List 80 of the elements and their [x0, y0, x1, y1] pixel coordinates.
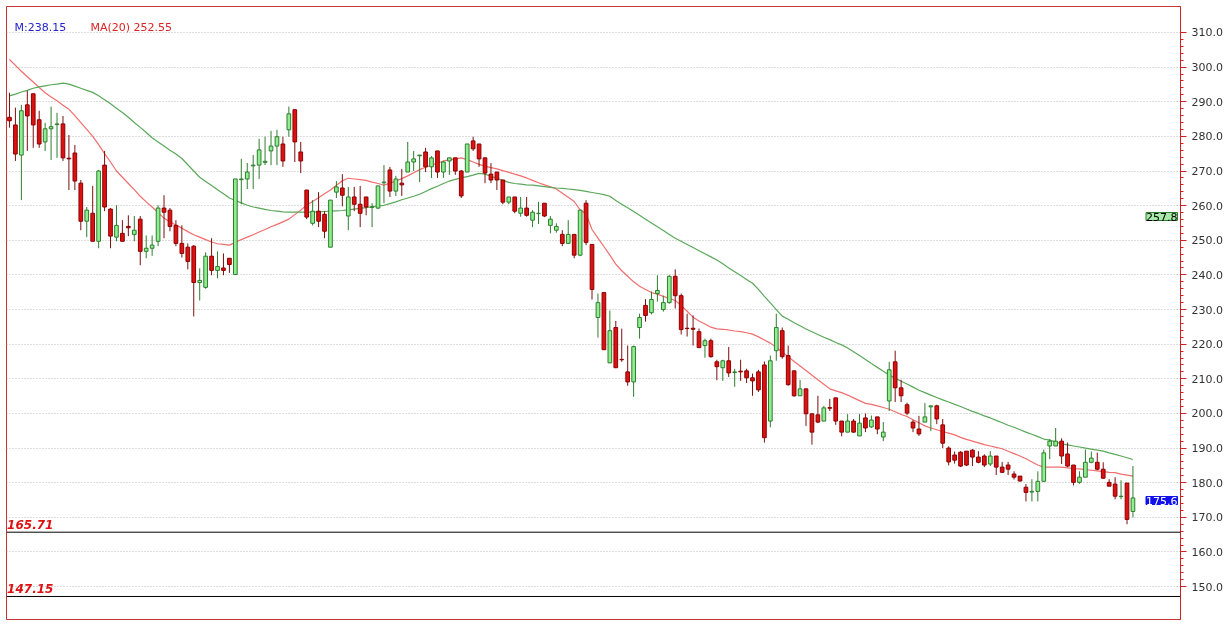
candlestick [215, 250, 220, 279]
candlestick [916, 415, 922, 437]
candlestick [625, 345, 631, 387]
candlestick [310, 199, 315, 226]
candlestick [655, 274, 660, 303]
candlestick [857, 413, 862, 437]
candlestick [351, 186, 357, 212]
ref-line-label: 147.15 [7, 582, 54, 597]
y-tick-label: 240.0 [1191, 268, 1223, 282]
candlestick [387, 166, 393, 198]
text: 175.6 [1146, 494, 1178, 508]
y-tick-label: 150.0 [1191, 580, 1223, 594]
candlestick [643, 298, 648, 323]
candlestick [696, 328, 702, 349]
candlestick [708, 338, 714, 359]
candlestick [429, 155, 434, 179]
candlestick [524, 196, 529, 218]
candlestick [131, 215, 137, 242]
candlestick [369, 202, 375, 228]
y-tick-label: 160.0 [1191, 545, 1223, 559]
candlestick [702, 338, 708, 359]
candlestick [280, 136, 286, 168]
candlestick [880, 421, 886, 442]
candlestick [773, 313, 779, 362]
candlestick [286, 106, 292, 138]
candlestick [726, 346, 732, 378]
candlestick [298, 141, 304, 174]
candlestick [399, 168, 405, 197]
candlestick [1130, 465, 1136, 518]
y-tick-label: 170.0 [1191, 511, 1223, 525]
candlestick [940, 418, 946, 449]
y-tick-label: 270.0 [1191, 165, 1223, 179]
candlestick [393, 175, 399, 197]
y-tick-label: 200.0 [1191, 407, 1223, 421]
candlestick [1023, 483, 1029, 502]
candlestick [928, 405, 934, 432]
y-tick-label: 250.0 [1191, 234, 1223, 248]
candlestick [48, 106, 54, 161]
y-tick-label: 190.0 [1191, 442, 1223, 456]
y-tick-label: 310.0 [1191, 26, 1223, 40]
candlestick [714, 359, 720, 381]
candlestick [423, 147, 428, 173]
candlestick [340, 173, 345, 207]
y-tick-label: 180.0 [1191, 476, 1223, 490]
candlestick [126, 214, 131, 237]
candlestick [84, 206, 90, 238]
y-tick-label: 210.0 [1191, 372, 1223, 386]
candlestick [565, 219, 571, 244]
candlestick [114, 204, 119, 242]
candlestick [797, 379, 803, 397]
candlestick [435, 150, 440, 179]
candlestick [922, 402, 928, 423]
candlestick [845, 413, 850, 433]
y-tick-label: 280.0 [1191, 130, 1223, 144]
candlestick [42, 122, 48, 152]
candlestick [120, 219, 125, 242]
candlestick [518, 196, 524, 218]
text: 257.8 [1146, 210, 1178, 224]
y-tick-label: 230.0 [1191, 303, 1223, 317]
candlestick [1118, 479, 1124, 500]
candlestick [863, 412, 868, 433]
y-tick-label: 260.0 [1191, 199, 1223, 213]
candlestick [637, 313, 642, 340]
candlestick [595, 293, 601, 339]
candlestick [649, 291, 654, 315]
candlestick [345, 186, 351, 231]
y-tick-label: 300.0 [1191, 61, 1223, 75]
candlestick [7, 92, 12, 129]
candlestick [732, 368, 738, 388]
candlestick [381, 164, 387, 204]
candlestick [221, 252, 226, 276]
candlestick [209, 237, 214, 276]
y-tick-label: 220.0 [1191, 338, 1223, 352]
candlestick [417, 154, 422, 183]
annotation: M:238.15 [14, 20, 67, 34]
candlestick [571, 233, 577, 259]
candlestick [54, 112, 60, 159]
annotation: MA(20) 252.55 [90, 20, 173, 34]
ref-line-label: 165.71 [7, 518, 54, 533]
y-tick-label: 290.0 [1191, 95, 1223, 109]
